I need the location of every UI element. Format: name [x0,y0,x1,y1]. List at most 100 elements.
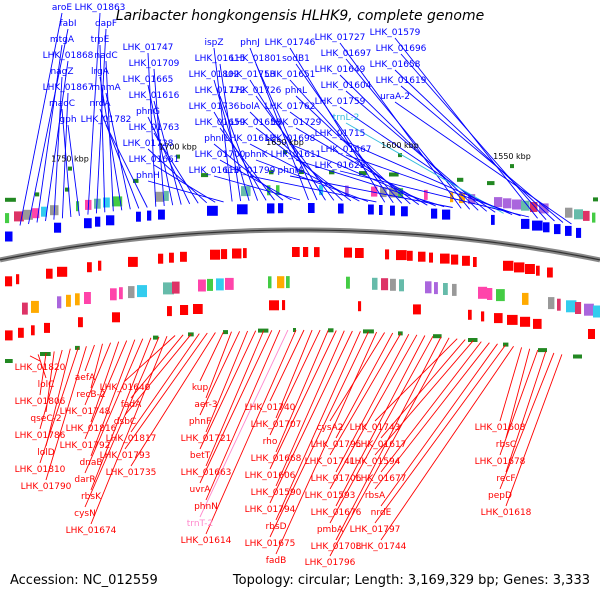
reverse-gene-block-outer [282,300,286,311]
forward-gene-label: LHK_01726 [231,86,282,96]
forward-label-line [153,100,182,205]
forward-gene-block [106,215,115,226]
forward-feature-block [592,212,596,223]
genome-stats-label: Topology: circular; Length: 3,169,329 bp… [232,573,590,588]
scale-label: 1600 kbp [381,141,419,150]
reverse-label-line [39,347,79,464]
reverse-label-line [130,334,184,399]
reverse-feature-block [399,279,404,292]
forward-gene-block [431,208,438,219]
reverse-feature-block [496,289,505,302]
forward-marker [329,170,335,175]
reverse-gene-block [5,276,13,287]
reverse-feature-block [31,300,39,313]
reverse-label-line [205,331,232,399]
forward-gene-label: LHK_01762 [265,102,316,112]
reverse-feature-block [163,282,174,295]
reverse-feature-block [22,302,28,315]
forward-feature-block [494,197,503,208]
forward-gene-label: LHK_01697 [321,49,372,59]
reverse-gene-block [503,260,514,271]
forward-feature-block [276,185,280,196]
reverse-gene-label: LHK_01741 [305,457,356,467]
forward-feature-block [512,199,523,210]
reverse-gene-block-outer [269,300,279,311]
reverse-label-line [84,340,128,440]
forward-gene-label: nadC [94,51,117,61]
reverse-gene-label: LHK_01748 [60,407,111,417]
forward-label-line [53,76,63,220]
reverse-gene-block [221,249,228,260]
scale-label: 1700 kbp [159,143,197,152]
forward-gene-block [532,220,543,231]
forward-gene-label: LHK_01709 [129,59,180,69]
reverse-gene-label: LHK_01795 [311,440,362,450]
reverse-gene-label: dsbC [114,417,136,427]
forward-label-line [36,44,63,223]
forward-gene-label: LHK_01604 [321,81,372,91]
forward-marker [487,181,495,186]
reverse-gene-label: LHK_01786 [15,431,66,441]
forward-gene-label: LHK_01746 [265,38,316,48]
forward-gene-block [442,209,451,220]
reverse-label-line [199,330,273,484]
forward-feature-block [23,209,33,220]
reverse-label-line [505,351,547,473]
reverse-feature-block [84,292,91,304]
reverse-gene-block-outer [112,312,120,323]
forward-label-line [295,127,428,206]
forward-gene-label: LHK_01579 [370,28,421,38]
reverse-feature-block [346,276,350,289]
reverse-gene-block-outer [31,325,35,336]
reverse-gene-label: LHK_01820 [15,363,66,373]
genome-backbone-edge [0,229,600,261]
reverse-label-line [380,339,466,439]
reverse-gene-block-outer [5,330,13,341]
forward-gene-label: LHK_01651 [265,70,316,80]
reverse-gene-block-outer [520,316,531,327]
forward-gene-block [207,205,218,216]
reverse-gene-block [440,253,450,264]
reverse-label-line [275,331,361,521]
reverse-label-line [499,347,523,422]
reverse-label-line [374,342,490,490]
reverse-label-line [505,354,563,507]
reverse-label-line [124,332,208,450]
reverse-feature-block [575,302,582,314]
forward-gene-label: LHK_01698 [265,134,316,144]
reverse-label-line [84,336,160,508]
reverse-gene-block [158,253,164,264]
forward-gene-label: phnK [244,150,268,160]
forward-label-line [147,52,157,207]
reverse-gene-label: LHK_01594 [350,457,401,467]
forward-label-line [61,108,72,218]
reverse-feature-block [119,287,123,300]
reverse-label-line [269,329,321,436]
forward-feature-block [459,193,465,204]
reverse-gene-label: nrdE [371,508,392,518]
forward-label-line [345,122,504,214]
reverse-label-line [39,349,63,430]
forward-label-line [147,148,208,204]
reverse-gene-label: LHK_01677 [356,474,407,484]
reverse-feature-block [381,278,389,291]
reverse-gene-label: phnF [189,417,211,427]
reverse-marker [153,335,159,340]
accession-label: Accession: NC_012559 [10,573,158,588]
reverse-label-line [90,337,152,491]
reverse-gene-label: lolC [38,380,55,390]
forward-gene-block [368,204,374,215]
reverse-gene-label: LHK_01797 [350,525,401,535]
reverse-gene-block [344,247,352,258]
forward-feature-block [5,213,10,224]
reverse-label-line [205,330,249,433]
reverse-gene-block-outer [413,304,421,315]
reverse-gene-label: aer-3 [194,400,217,410]
forward-gene-label: LHK_01782 [81,115,132,125]
reverse-feature-block [57,296,62,309]
forward-label-line [394,101,572,225]
reverse-gene-block [243,248,247,259]
reverse-label-line [335,333,410,473]
forward-gene-label: LHK_01612 [225,134,276,144]
